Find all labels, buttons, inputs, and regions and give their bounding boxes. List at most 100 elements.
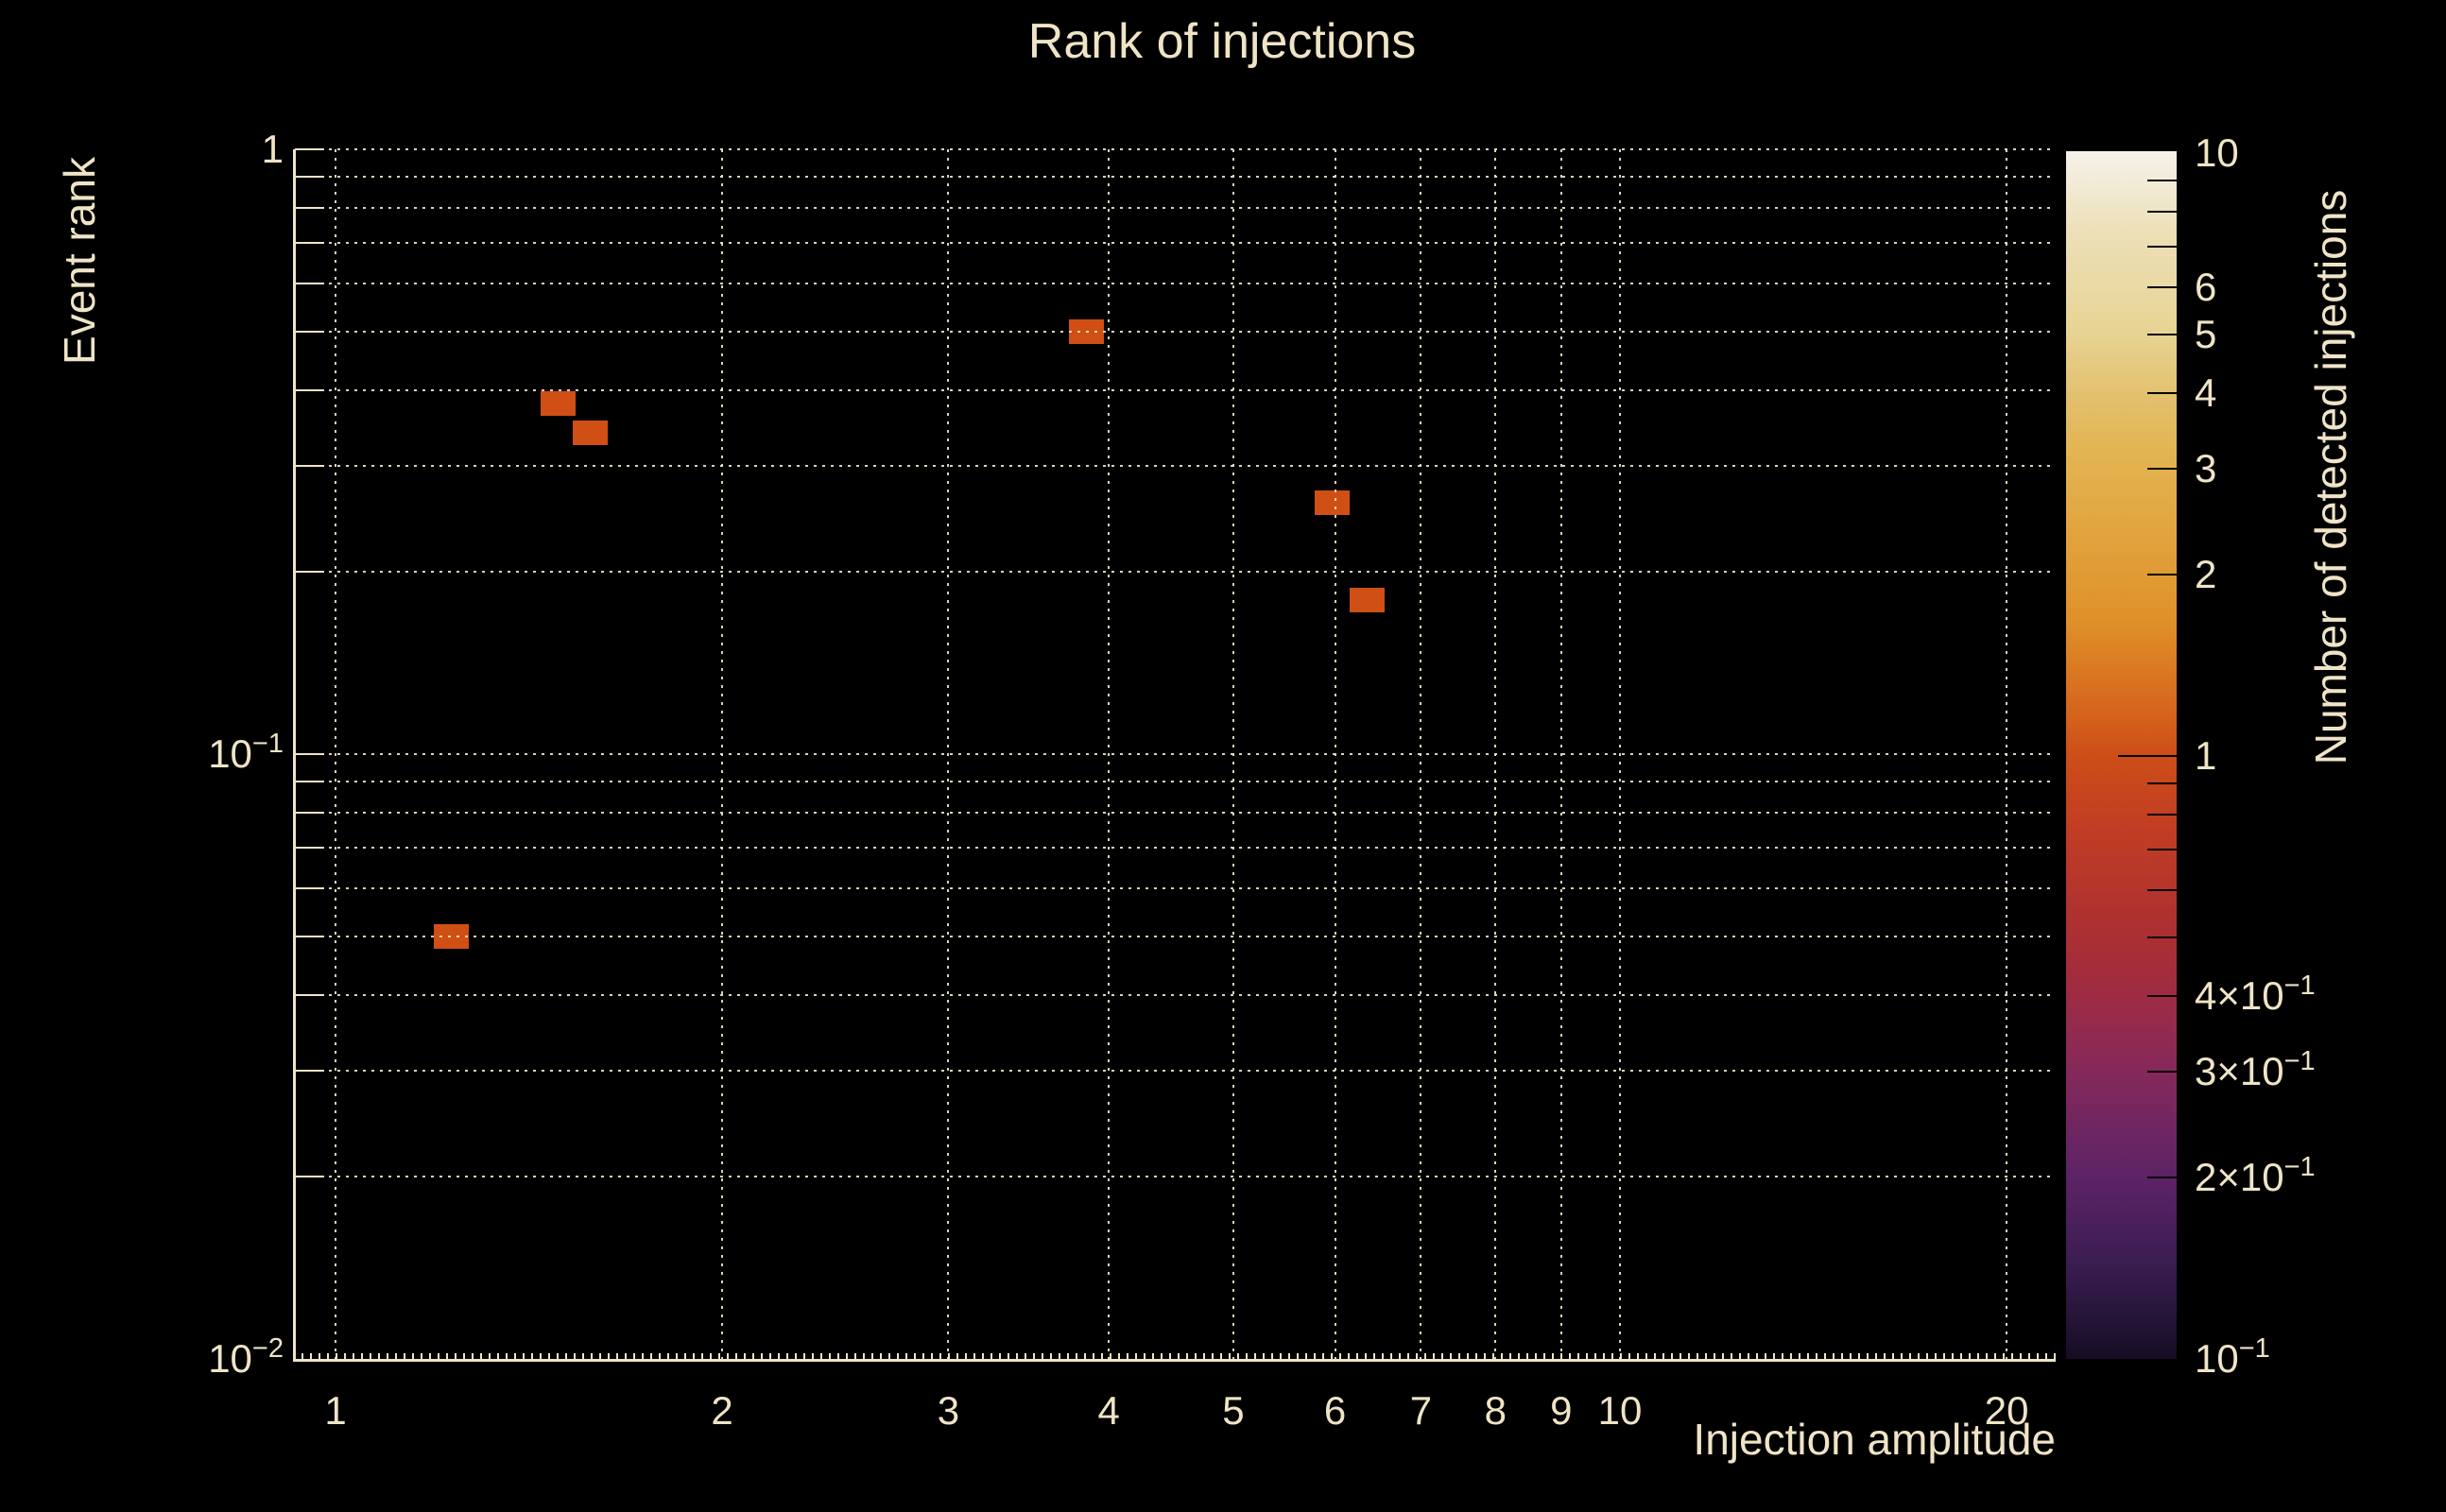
- y-tick: [295, 282, 324, 284]
- x-minor-tick: [1577, 1353, 1579, 1359]
- y-tick: [295, 1069, 324, 1072]
- x-minor-tick: [1969, 1353, 1971, 1359]
- y-gridline: [295, 781, 2056, 783]
- heatmap-cell: [573, 420, 609, 445]
- colorbar-minor-tick: [2147, 848, 2177, 850]
- x-tick-label: 1: [324, 1388, 347, 1433]
- colorbar-minor-tick: [2147, 888, 2177, 891]
- colorbar-tick-label: 3: [2195, 445, 2217, 490]
- y-gridline: [295, 330, 2056, 333]
- x-minor-tick: [616, 1353, 618, 1359]
- x-tick-label: 4: [1097, 1388, 1120, 1433]
- x-minor-tick: [914, 1353, 916, 1359]
- heatmap-cell: [1350, 587, 1386, 612]
- x-minor-tick: [820, 1353, 822, 1359]
- x-minor-tick: [1492, 1353, 1494, 1359]
- y-tick: [295, 148, 324, 150]
- y-tick: [295, 207, 324, 210]
- y-gridline: [295, 242, 2056, 245]
- x-minor-tick: [1220, 1353, 1222, 1359]
- x-minor-tick: [574, 1353, 576, 1359]
- x-minor-tick: [965, 1353, 967, 1359]
- x-tick-label: 10: [1597, 1388, 1643, 1433]
- x-minor-tick: [310, 1353, 312, 1359]
- x-minor-tick: [1645, 1353, 1647, 1359]
- x-minor-tick: [1892, 1353, 1894, 1359]
- x-minor-tick: [1926, 1353, 1928, 1359]
- y-axis-line: [293, 149, 296, 1362]
- x-minor-tick: [336, 1353, 337, 1359]
- x-minor-tick: [710, 1353, 712, 1359]
- x-minor-tick: [1943, 1353, 1945, 1359]
- x-minor-tick: [1790, 1353, 1792, 1359]
- x-tick-label: 8: [1484, 1388, 1507, 1433]
- x-minor-tick: [1441, 1353, 1443, 1359]
- x-minor-tick: [1603, 1353, 1605, 1359]
- x-minor-tick: [1042, 1353, 1043, 1359]
- y-tick: [295, 176, 324, 179]
- x-minor-tick: [633, 1353, 635, 1359]
- x-minor-tick: [837, 1353, 839, 1359]
- x-minor-tick: [948, 1353, 950, 1359]
- y-gridline: [295, 176, 2056, 179]
- colorbar-minor-tick: [2147, 1070, 2177, 1073]
- x-minor-tick: [642, 1353, 644, 1359]
- x-minor-tick: [1178, 1353, 1180, 1359]
- x-minor-tick: [1263, 1353, 1265, 1359]
- x-minor-tick: [1118, 1353, 1120, 1359]
- x-minor-tick: [1059, 1353, 1060, 1359]
- x-minor-tick: [463, 1353, 465, 1359]
- x-minor-tick: [846, 1353, 848, 1359]
- x-minor-tick: [1594, 1353, 1596, 1359]
- colorbar-minor-tick: [2147, 180, 2177, 182]
- colorbar-tick-label: 2×10−1: [2195, 1151, 2316, 1199]
- x-minor-tick: [888, 1353, 890, 1359]
- x-minor-tick: [973, 1353, 975, 1359]
- x-minor-tick: [2011, 1353, 2013, 1359]
- x-minor-tick: [480, 1353, 482, 1359]
- x-minor-tick: [446, 1353, 448, 1359]
- y-gridline: [295, 812, 2056, 815]
- colorbar-tick-label: 6: [2195, 264, 2217, 309]
- x-minor-tick: [421, 1353, 422, 1359]
- x-minor-tick: [1756, 1353, 1758, 1359]
- x-minor-tick: [744, 1353, 746, 1359]
- colorbar-minor-tick: [2147, 994, 2177, 997]
- x-minor-tick: [531, 1353, 533, 1359]
- x-minor-tick: [1288, 1353, 1290, 1359]
- x-minor-tick: [803, 1353, 805, 1359]
- y-tick: [295, 886, 324, 889]
- x-minor-tick: [1697, 1353, 1698, 1359]
- x-minor-tick: [1331, 1353, 1333, 1359]
- x-minor-tick: [1305, 1353, 1307, 1359]
- y-tick: [295, 464, 324, 467]
- colorbar-minor-tick: [2147, 936, 2177, 939]
- x-minor-tick: [1152, 1353, 1154, 1359]
- colorbar-minor-tick: [2147, 210, 2177, 213]
- x-minor-tick: [1501, 1353, 1503, 1359]
- chart-title: Rank of injections: [1027, 14, 1417, 69]
- y-axis-title: Event rank: [55, 157, 104, 365]
- x-minor-tick: [1850, 1353, 1852, 1359]
- x-minor-tick: [1373, 1353, 1375, 1359]
- colorbar-minor-tick: [2147, 782, 2177, 785]
- x-minor-tick: [1144, 1353, 1145, 1359]
- x-minor-tick: [1960, 1353, 1962, 1359]
- y-tick: [295, 388, 324, 391]
- x-minor-tick: [429, 1353, 431, 1359]
- x-minor-tick: [1067, 1353, 1069, 1359]
- x-minor-tick: [1433, 1353, 1435, 1359]
- x-minor-tick: [659, 1353, 661, 1359]
- exponent: −1: [251, 729, 284, 759]
- x-minor-tick: [1101, 1353, 1103, 1359]
- colorbar-minor-tick: [2147, 573, 2177, 576]
- colorbar-minor-tick: [2147, 285, 2177, 288]
- x-minor-tick: [1518, 1353, 1520, 1359]
- x-minor-tick: [2037, 1353, 2039, 1359]
- y-gridline: [295, 847, 2056, 850]
- exponent: −1: [2238, 1333, 2270, 1364]
- x-minor-tick: [1526, 1353, 1528, 1359]
- y-tick: [295, 993, 324, 996]
- x-minor-tick: [1237, 1353, 1239, 1359]
